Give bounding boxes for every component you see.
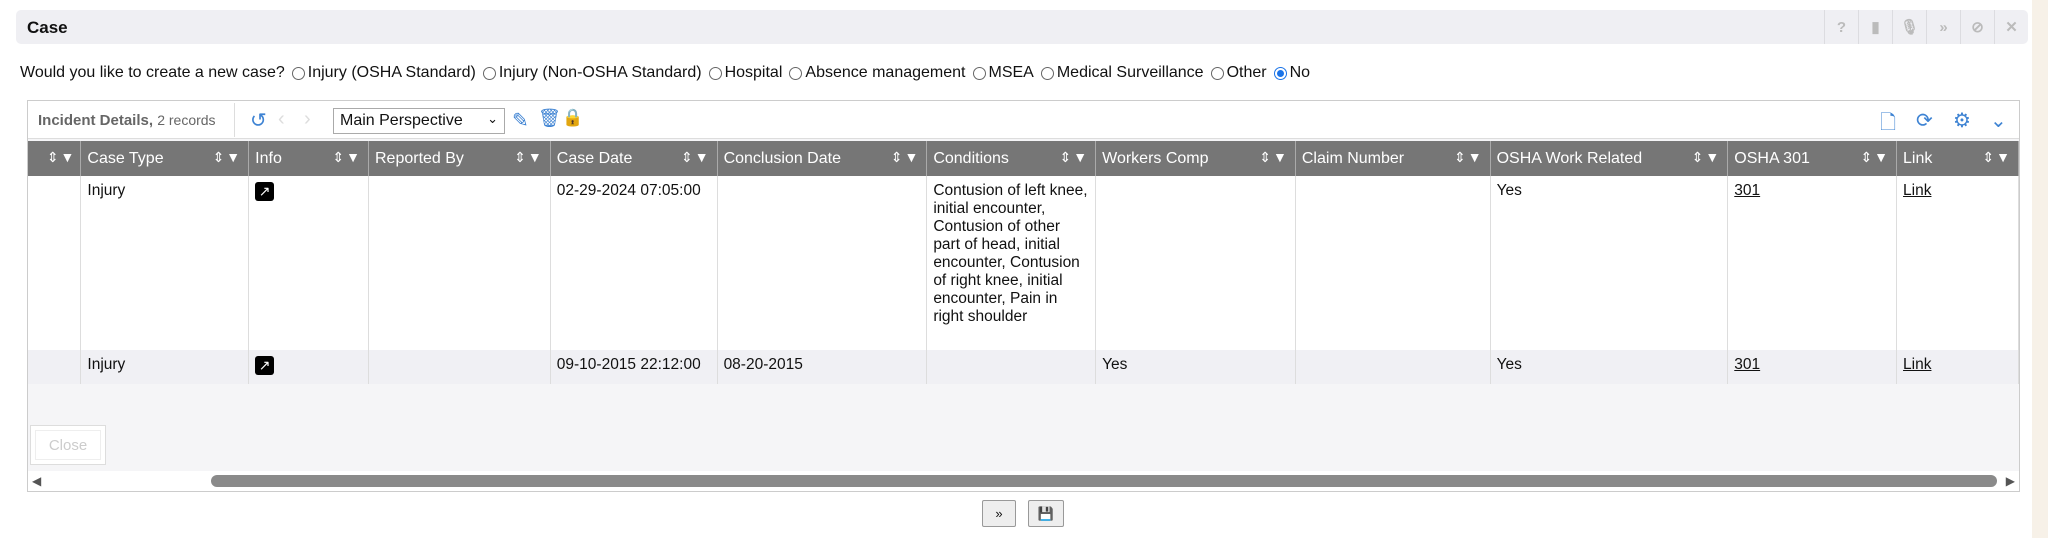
open-external-icon[interactable]: ↗ <box>255 182 275 201</box>
radio-other[interactable]: Other <box>1210 64 1267 82</box>
lock-icon[interactable]: 🔒 <box>562 108 584 127</box>
new-case-question: Would you like to create a new case? Inj… <box>20 64 1310 82</box>
radio-hospital[interactable]: Hospital <box>708 64 782 82</box>
column-header[interactable]: Conclusion Date ⇕▼ <box>717 141 928 176</box>
chevron-down-icon: ⌄ <box>487 111 498 126</box>
cell-claim_number <box>1295 350 1491 384</box>
sort-filter-icon[interactable]: ⇕▼ <box>1982 149 2012 165</box>
close-icon[interactable]: ✕ <box>1994 10 2028 44</box>
scroll-right-icon: ▶ <box>2005 474 2015 488</box>
row-select[interactable] <box>28 176 82 350</box>
sort-filter-icon[interactable]: ⇕▼ <box>890 149 921 165</box>
sort-filter-icon[interactable]: ⇕▼ <box>1059 149 1090 165</box>
sort-filter-icon[interactable]: ⇕▼ <box>1691 149 1722 165</box>
cell-link: Link <box>1896 350 2019 384</box>
scroll-left-icon: ◀ <box>32 474 42 488</box>
microphone-icon[interactable]: 🎙 <box>1892 10 1926 44</box>
radio-medical-surveillance[interactable]: Medical Surveillance <box>1040 64 1204 82</box>
column-header[interactable]: Workers Comp ⇕▼ <box>1095 141 1296 176</box>
horizontal-scrollbar[interactable]: ◀ ▶ <box>28 471 2019 491</box>
column-header[interactable]: Link ⇕▼ <box>1896 141 2019 176</box>
column-header[interactable]: Conditions ⇕▼ <box>926 141 1097 176</box>
next-icon[interactable]: › <box>304 108 311 130</box>
close-button-wrap: Close <box>30 425 106 465</box>
sort-filter-icon[interactable]: ⇕▼ <box>1860 149 1891 165</box>
close-button[interactable]: Close <box>35 430 101 460</box>
incident-table: ⇕▼ Case Type ⇕▼ Info ⇕▼ Reported By ⇕▼ Case Dat… <box>28 141 2019 384</box>
table-row[interactable]: Injury ↗ 02-29-2024 07:05:00 Contusion of l… <box>28 176 2019 350</box>
sort-filter-icon[interactable]: ⇕▼ <box>514 149 544 165</box>
gear-icon[interactable]: ⚙ <box>1953 110 1971 132</box>
sort-filter-icon[interactable]: ⇕▼ <box>1454 149 1484 165</box>
sort-filter-icon[interactable]: ⇕▼ <box>46 149 77 165</box>
table-row[interactable]: Injury ↗ 09-10-2015 22:12:00 08-20-2015 Yes Y… <box>28 350 2019 384</box>
cell-conditions <box>926 350 1097 384</box>
radio-injury-non-osha[interactable]: Injury (Non-OSHA Standard) <box>482 64 702 82</box>
cell-reported_by <box>368 176 551 350</box>
chevron-down-icon[interactable]: ⌄ <box>1990 110 2007 132</box>
cell-workers_comp <box>1095 176 1296 350</box>
cell-conclusion_date <box>717 176 928 350</box>
sort-filter-icon[interactable]: ⇕▼ <box>680 149 711 165</box>
column-header[interactable]: Reported By ⇕▼ <box>368 141 551 176</box>
cell-case_date: 02-29-2024 07:05:00 <box>550 176 718 350</box>
osha_301-link[interactable]: 301 <box>1734 182 1761 199</box>
cell-osha_work_related: Yes <box>1490 350 1729 384</box>
grid-toolbar: Incident Details, 2 records ↺ ‹ › Main P… <box>28 101 2019 139</box>
cell-info: ↗ <box>248 176 369 350</box>
cell-link: Link <box>1896 176 2019 350</box>
cell-case_date: 09-10-2015 22:12:00 <box>550 350 718 384</box>
collapse-icon[interactable]: » <box>1926 10 1960 44</box>
grid-title: Incident Details, 2 records <box>38 112 216 129</box>
window-header: Case ? ▮ 🎙 » ⊘ ✕ <box>16 10 2028 44</box>
new-document-icon[interactable]: 🗋 <box>1880 112 1897 134</box>
cell-workers_comp: Yes <box>1095 350 1296 384</box>
osha_301-link[interactable]: 301 <box>1734 356 1761 373</box>
incident-grid: Incident Details, 2 records ↺ ‹ › Main P… <box>27 100 2020 492</box>
trash-icon[interactable]: 🗑 <box>538 108 561 128</box>
question-label: Would you like to create a new case? <box>20 64 285 81</box>
radio-no[interactable]: No <box>1273 64 1310 82</box>
edit-icon[interactable]: ✎ <box>512 110 529 132</box>
column-header[interactable]: Claim Number ⇕▼ <box>1295 141 1491 176</box>
scrollbar-thumb[interactable] <box>211 475 1997 487</box>
column-header[interactable]: Case Type ⇕▼ <box>80 141 250 176</box>
radio-msea[interactable]: MSEA <box>972 64 1034 82</box>
window-title: Case <box>27 18 68 37</box>
cell-case_type: Injury <box>80 350 250 384</box>
link-link[interactable]: Link <box>1903 182 1932 199</box>
expand-button[interactable]: » <box>982 500 1016 527</box>
column-header[interactable]: Info ⇕▼ <box>248 141 369 176</box>
cancel-icon[interactable]: ⊘ <box>1960 10 1994 44</box>
row-select[interactable] <box>28 350 82 384</box>
cell-osha_301: 301 <box>1727 350 1898 384</box>
save-button[interactable]: 💾 <box>1028 500 1064 527</box>
cell-case_type: Injury <box>80 176 250 350</box>
perspective-select[interactable]: Main Perspective ⌄ <box>333 108 505 134</box>
side-strip <box>2032 0 2048 538</box>
sort-filter-icon[interactable]: ⇕▼ <box>332 149 362 165</box>
cell-claim_number <box>1295 176 1491 350</box>
cell-osha_work_related: Yes <box>1490 176 1729 350</box>
column-header[interactable]: Case Date ⇕▼ <box>550 141 718 176</box>
sort-filter-icon[interactable]: ⇕▼ <box>212 149 243 165</box>
sort-filter-icon[interactable]: ⇕▼ <box>1259 149 1289 165</box>
prev-icon[interactable]: ‹ <box>278 108 285 130</box>
column-header[interactable]: ⇕▼ <box>28 141 82 176</box>
radio-absence-management[interactable]: Absence management <box>789 64 966 82</box>
cell-osha_301: 301 <box>1727 176 1898 350</box>
cell-conditions: Contusion of left knee, initial encounte… <box>926 176 1097 350</box>
link-link[interactable]: Link <box>1903 356 1932 373</box>
cell-reported_by <box>368 350 551 384</box>
refresh-icon[interactable]: ⟳ <box>1916 110 1933 132</box>
open-external-icon[interactable]: ↗ <box>255 356 275 375</box>
radio-injury-osha[interactable]: Injury (OSHA Standard) <box>291 64 476 82</box>
help-icon[interactable]: ? <box>1824 10 1858 44</box>
undo-icon[interactable]: ↺ <box>250 110 267 132</box>
column-header[interactable]: OSHA 301 ⇕▼ <box>1727 141 1898 176</box>
column-header[interactable]: OSHA Work Related ⇕▼ <box>1490 141 1729 176</box>
cell-conclusion_date: 08-20-2015 <box>717 350 928 384</box>
cell-info: ↗ <box>248 350 369 384</box>
book-icon[interactable]: ▮ <box>1858 10 1892 44</box>
